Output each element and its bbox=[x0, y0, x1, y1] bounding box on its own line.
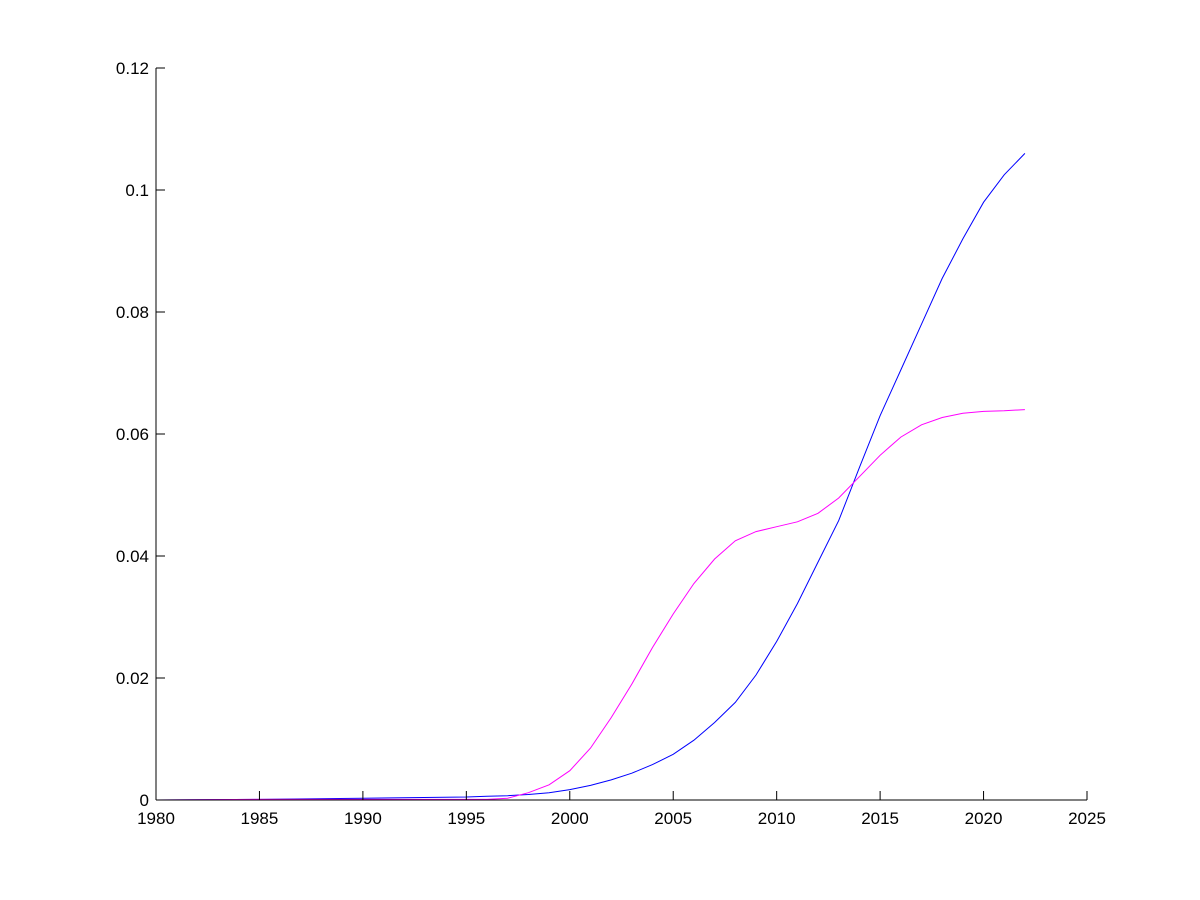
x-tick-label: 1995 bbox=[447, 809, 485, 828]
axes: 1980 1985 1990 1995 2000 2005 2010 2015 2020 2025… bbox=[116, 59, 1106, 828]
y-tick-label: 0.08 bbox=[116, 303, 149, 322]
x-tick-label: 2020 bbox=[965, 809, 1003, 828]
x-tick-label: 2015 bbox=[861, 809, 899, 828]
x-tick-label: 1985 bbox=[241, 809, 279, 828]
series-layer bbox=[155, 153, 1026, 801]
x-tick-label: 2025 bbox=[1068, 809, 1106, 828]
y-tick-label: 0.04 bbox=[116, 547, 149, 566]
x-tick-label: 2000 bbox=[551, 809, 589, 828]
series-line-1 bbox=[155, 409, 1025, 801]
y-tick-label: 0.12 bbox=[116, 59, 149, 78]
x-tick-label: 2010 bbox=[758, 809, 796, 828]
series-line-0 bbox=[155, 153, 1026, 801]
y-tick-label: 0.02 bbox=[116, 669, 149, 688]
y-tick-label: 0.06 bbox=[116, 425, 149, 444]
x-tick-label: 1980 bbox=[137, 809, 175, 828]
y-tick-label: 0 bbox=[140, 791, 149, 810]
x-tick-label: 2005 bbox=[654, 809, 692, 828]
y-tick-label: 0.1 bbox=[125, 181, 149, 200]
x-tick-label: 1990 bbox=[344, 809, 382, 828]
